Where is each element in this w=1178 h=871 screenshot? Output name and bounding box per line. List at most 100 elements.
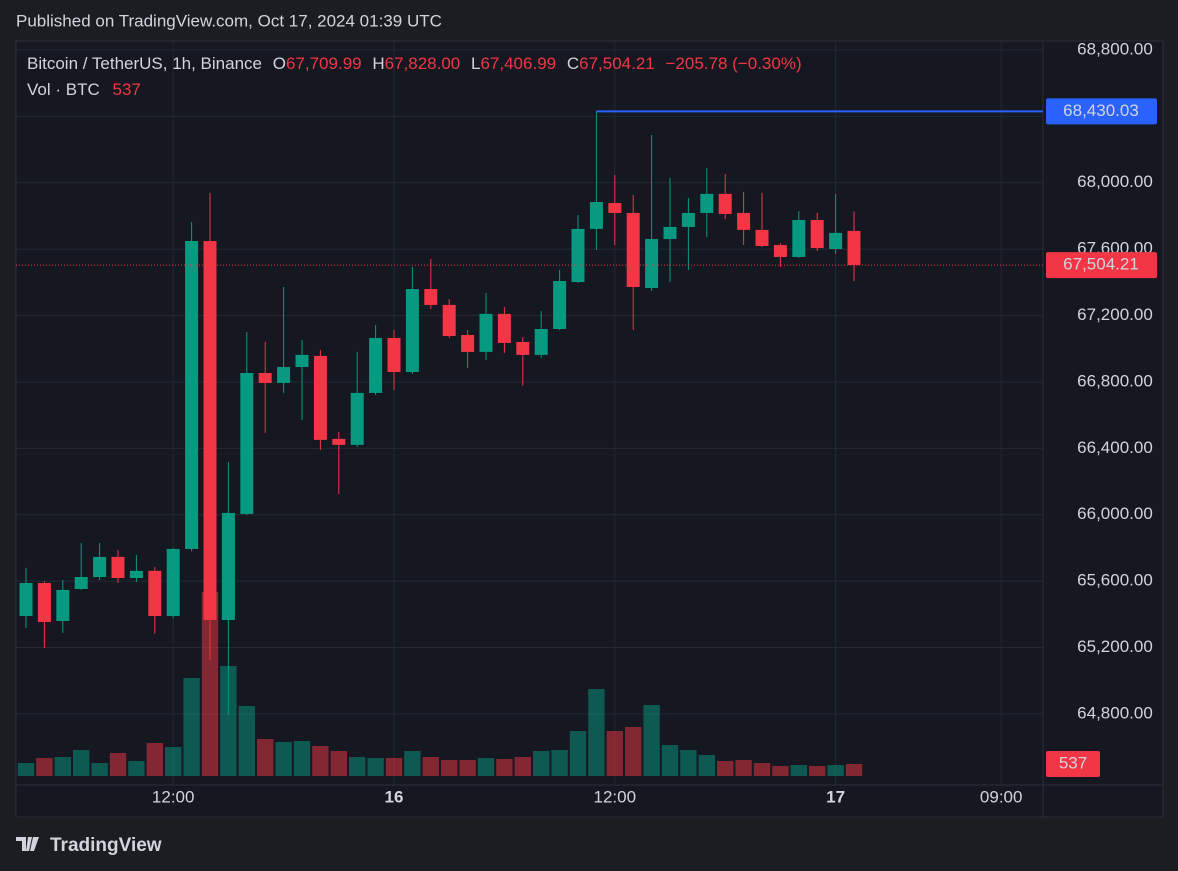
low-value: 67,406.99 xyxy=(480,54,556,73)
candle-body xyxy=(369,337,383,393)
y-tick-label: 66,400.00 xyxy=(1077,438,1153,457)
candle-body xyxy=(148,570,162,617)
candle-body xyxy=(516,341,530,355)
x-tick-label: 12:00 xyxy=(594,787,637,806)
candle-body xyxy=(718,193,732,214)
volume-bar xyxy=(606,730,623,776)
y-tick-label: 64,800.00 xyxy=(1077,703,1153,722)
candle-body xyxy=(387,337,401,373)
volume-bar xyxy=(680,750,697,776)
candle-body xyxy=(240,372,254,514)
volume-bar xyxy=(533,750,550,776)
volume-bar xyxy=(514,757,531,776)
volume-bar xyxy=(146,742,163,776)
volume-bar xyxy=(827,765,844,776)
volume-bar xyxy=(109,753,127,776)
volume-bar xyxy=(330,750,347,776)
candle-body xyxy=(56,589,70,621)
x-tick-label: 12:00 xyxy=(152,787,195,806)
y-tick-label: 66,800.00 xyxy=(1077,371,1153,390)
candle-body xyxy=(129,570,143,579)
volume-bar xyxy=(809,765,826,776)
candle-body xyxy=(332,438,346,445)
candle-body xyxy=(497,313,511,343)
candle-body xyxy=(203,241,217,620)
candle-body xyxy=(773,245,787,257)
y-tick-label: 67,200.00 xyxy=(1077,305,1153,324)
volume-bar xyxy=(643,705,660,776)
candle-body xyxy=(221,512,235,620)
volume-bar xyxy=(661,745,679,776)
candle-body xyxy=(166,548,180,617)
open-key: O xyxy=(273,54,286,73)
volume-bar xyxy=(312,745,329,776)
y-tick-label: 68,000.00 xyxy=(1077,172,1153,191)
candle-body xyxy=(626,212,640,288)
y-tick-label: 65,200.00 xyxy=(1077,637,1153,656)
candle-body xyxy=(37,582,51,622)
open-value: 67,709.99 xyxy=(286,54,362,73)
volume-bar xyxy=(588,689,605,776)
last-price-label: 67,504.21 xyxy=(1063,255,1139,274)
x-tick-label: 17 xyxy=(826,787,845,806)
candle-body xyxy=(93,556,107,578)
low-key: L xyxy=(471,54,480,73)
candle-body xyxy=(534,329,548,355)
candle-body xyxy=(424,289,438,305)
volume-bar xyxy=(367,758,384,776)
close-value: 67,504.21 xyxy=(579,54,655,73)
volume-bar xyxy=(753,762,771,776)
volume-bar xyxy=(404,750,421,776)
volume-bar xyxy=(275,741,292,776)
volume-bar xyxy=(293,741,311,776)
volume-bar xyxy=(735,760,752,776)
volume-bar xyxy=(790,765,807,776)
volume-bar xyxy=(349,757,366,776)
candle-body xyxy=(810,219,824,249)
y-tick-label: 68,800.00 xyxy=(1077,39,1153,58)
brand-logo xyxy=(16,837,39,851)
volume-bar xyxy=(36,758,53,776)
candle-body xyxy=(185,241,199,549)
volume-bar xyxy=(496,758,513,776)
last-price-box xyxy=(1046,252,1157,279)
candle-body xyxy=(74,577,88,589)
candle-body xyxy=(681,212,695,227)
candle-body xyxy=(663,226,677,240)
candle-body xyxy=(829,232,843,249)
candle-body xyxy=(589,202,603,229)
candle-body xyxy=(847,230,861,266)
candle-body xyxy=(479,313,493,352)
volume-bar xyxy=(459,760,476,776)
candle-body xyxy=(258,372,272,383)
high-value: 67,828.00 xyxy=(385,54,461,73)
volume-bar xyxy=(625,726,642,776)
volume-axis-label: 537 xyxy=(1059,753,1087,772)
candle-body xyxy=(553,281,567,330)
volume-header: Vol · BTC 537 xyxy=(27,80,141,99)
candle-body xyxy=(792,219,806,257)
volume-bar xyxy=(698,754,715,776)
volume-bar xyxy=(220,665,237,776)
volume-bar xyxy=(238,705,255,776)
x-tick-label: 09:00 xyxy=(980,787,1023,806)
candle-body xyxy=(277,367,291,383)
volume-label-box xyxy=(1046,751,1100,777)
high-marker-box xyxy=(1046,98,1157,125)
volume-value: 537 xyxy=(112,80,140,99)
y-tick-label: 65,600.00 xyxy=(1077,571,1153,590)
brand: TradingView xyxy=(50,835,162,856)
volume-bar xyxy=(717,761,734,776)
candle-body xyxy=(313,355,327,440)
volume-bar xyxy=(73,750,90,776)
published-note: Published on TradingView.com, Oct 17, 20… xyxy=(16,11,442,30)
legend-header: Bitcoin / TetherUS, 1h, Binance O67,709.… xyxy=(27,54,802,73)
volume-bar xyxy=(54,757,71,776)
volume-bar xyxy=(128,761,145,776)
volume-bar xyxy=(165,746,182,776)
volume-bar xyxy=(385,758,403,776)
volume-bar xyxy=(183,677,200,776)
candle-body xyxy=(737,212,751,230)
